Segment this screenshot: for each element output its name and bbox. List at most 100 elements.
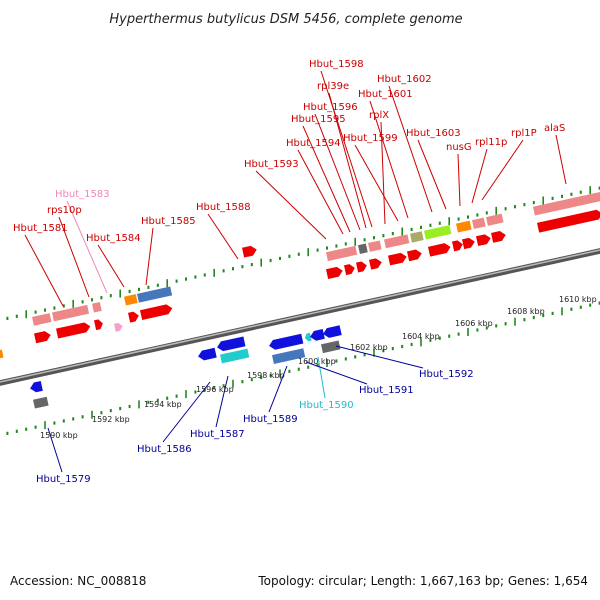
forward-feature-box — [424, 225, 452, 240]
gene-label: Hbut_1587 — [190, 429, 245, 440]
leader-line — [314, 113, 361, 231]
gene-label: rpl1P — [511, 128, 537, 139]
leader-line — [297, 149, 344, 235]
forward-feature-box — [358, 243, 368, 255]
forward-feature-box — [533, 191, 600, 216]
backbone-highlight — [0, 249, 600, 383]
gene-label: Hbut_1596 — [303, 102, 358, 113]
gene-label: Hbut_1592 — [419, 369, 474, 380]
reverse-feature-box — [321, 340, 341, 354]
leader-line — [471, 148, 488, 204]
gene-label: Hbut_1586 — [137, 444, 192, 455]
forward-cds-arrow — [94, 319, 103, 331]
gene-label: Hbut_1588 — [196, 202, 251, 213]
gene-label: Hbut_1598 — [309, 59, 364, 70]
kbp-label: 1590 kbp — [40, 431, 78, 440]
forward-feature-box — [32, 313, 52, 326]
leader-line — [335, 345, 424, 369]
gene-label: nusG — [446, 142, 472, 153]
gene-label: Hbut_1583 — [55, 189, 110, 200]
forward-cds-arrow — [537, 209, 600, 233]
leader-line — [215, 375, 229, 428]
reverse-cds-arrow — [310, 329, 325, 341]
forward-cds-arrow — [140, 304, 173, 320]
forward-feature-box — [410, 231, 424, 243]
forward-cds-arrow — [326, 266, 343, 280]
leader-line — [58, 216, 90, 298]
reverse-cds-arrow — [217, 336, 246, 352]
leader-line — [162, 381, 211, 443]
forward-feature-box — [137, 286, 173, 303]
label-leader-lines — [24, 70, 567, 473]
kbp-label: 1600 kbp — [298, 357, 336, 366]
leader-line — [255, 170, 327, 240]
reverse-feature-box — [33, 396, 49, 409]
forward-cds-arrow — [242, 245, 257, 258]
forward-feature-box — [52, 304, 90, 322]
kbp-label: 1608 kbp — [507, 307, 545, 316]
leader-line — [388, 85, 433, 213]
forward-cds-arrow — [356, 261, 367, 273]
leader-line — [555, 134, 567, 185]
gene-label: Hbut_1603 — [406, 128, 461, 139]
kbp-label: 1594 kbp — [144, 400, 182, 409]
gene-label: Hbut_1602 — [377, 74, 432, 85]
forward-feature-box — [472, 217, 486, 229]
forward-cds-arrow — [462, 237, 475, 250]
forward-feature-box — [486, 213, 504, 226]
gene-label: Hbut_1595 — [291, 114, 346, 125]
gene-label: rpl11p — [475, 137, 507, 148]
leader-line — [354, 144, 399, 222]
reverse-cds-arrow — [323, 325, 342, 338]
forward-cds-arrow — [388, 252, 407, 266]
gene-label: Hbut_1593 — [244, 159, 299, 170]
gene-label: Hbut_1581 — [13, 223, 68, 234]
gene-label: Hbut_1591 — [359, 385, 414, 396]
gene-label: Hbut_1589 — [243, 414, 298, 425]
gene-label: alaS — [544, 123, 565, 134]
reverse-cds-arrow — [304, 332, 312, 342]
gene-label: Hbut_1585 — [141, 216, 196, 227]
kbp-scale-labels: 1590 kbp 1592 kbp 1594 kbp 1596 kbp 1598 kbp… — [40, 295, 597, 440]
leader-line — [457, 153, 461, 207]
gene-label: Hbut_1584 — [86, 233, 141, 244]
kbp-label: 1592 kbp — [92, 415, 130, 424]
kbp-label: 1606 kbp — [455, 319, 493, 328]
forward-cds-arrow — [56, 322, 91, 339]
reverse-feature-box — [220, 348, 250, 364]
reverse-cds-arrow — [30, 381, 43, 393]
gene-label: rplX — [369, 110, 389, 121]
leader-line — [207, 213, 239, 260]
kbp-label: 1604 kbp — [402, 332, 440, 341]
leader-line — [47, 427, 63, 473]
forward-cds-arrow — [491, 231, 506, 243]
gene-label: rpl39e — [317, 81, 349, 92]
leader-line — [481, 139, 524, 201]
kbp-label: 1596 kbp — [196, 385, 234, 394]
leader-line — [97, 244, 125, 288]
gene-label: Hbut_1599 — [343, 133, 398, 144]
reverse-cds-arrow — [198, 347, 217, 361]
leader-line — [268, 365, 288, 413]
forward-cds-arrow — [476, 234, 491, 247]
forward-feature-box — [456, 220, 472, 233]
kbp-label: 1602 kbp — [350, 343, 388, 352]
forward-feature-box — [0, 349, 4, 359]
gene-label: rps10p — [47, 205, 82, 216]
forward-cds-arrow — [34, 331, 51, 344]
gene-label: Hbut_1601 — [358, 89, 413, 100]
leader-line — [66, 200, 108, 294]
leader-line — [417, 139, 447, 210]
forward-cds-arrow — [428, 243, 451, 257]
backbone-line — [0, 248, 600, 386]
forward-cds-arrow — [344, 264, 355, 276]
feature-track — [0, 191, 600, 409]
forward-feature-box — [368, 240, 382, 252]
genome-summary: Topology: circular; Length: 1,667,163 bp… — [258, 574, 588, 588]
accession-label: Accession: NC_008818 — [10, 574, 147, 588]
forward-feature-box — [92, 302, 102, 313]
reverse-cds-arrow — [269, 333, 304, 350]
leader-line — [369, 100, 409, 219]
